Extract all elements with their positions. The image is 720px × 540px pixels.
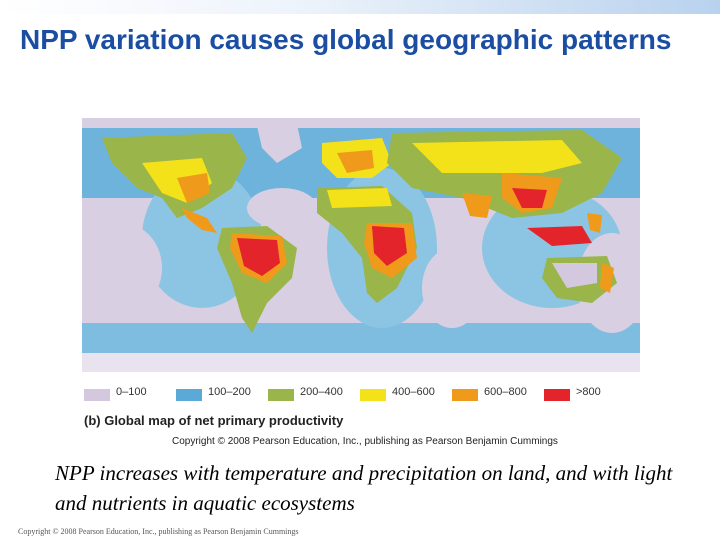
legend-swatch [360, 389, 386, 401]
map-legend: 0–100 100–200 200–400 400–600 600–800 >8… [84, 385, 644, 407]
legend-label: 0–100 [116, 386, 147, 398]
legend-label: 200–400 [300, 386, 343, 398]
slide-title: NPP variation causes global geographic p… [20, 24, 672, 55]
legend-label: >800 [576, 386, 601, 398]
npp-map-graphic [82, 118, 640, 372]
legend-swatch [268, 389, 294, 401]
legend-swatch [452, 389, 478, 401]
slide-footer-copyright: Copyright © 2008 Pearson Education, Inc.… [18, 527, 299, 536]
legend-swatch [544, 389, 570, 401]
legend-label: 100–200 [208, 386, 251, 398]
legend-label: 400–600 [392, 386, 435, 398]
legend-label: 600–800 [484, 386, 527, 398]
figure-copyright: Copyright © 2008 Pearson Education, Inc.… [172, 436, 558, 447]
legend-swatch [176, 389, 202, 401]
slide-top-bar [0, 0, 720, 14]
npp-world-map [82, 118, 640, 372]
slide-body-text: NPP increases with temperature and preci… [55, 461, 673, 515]
legend-swatch [84, 389, 110, 401]
figure-caption: (b) Global map of net primary productivi… [84, 413, 344, 428]
